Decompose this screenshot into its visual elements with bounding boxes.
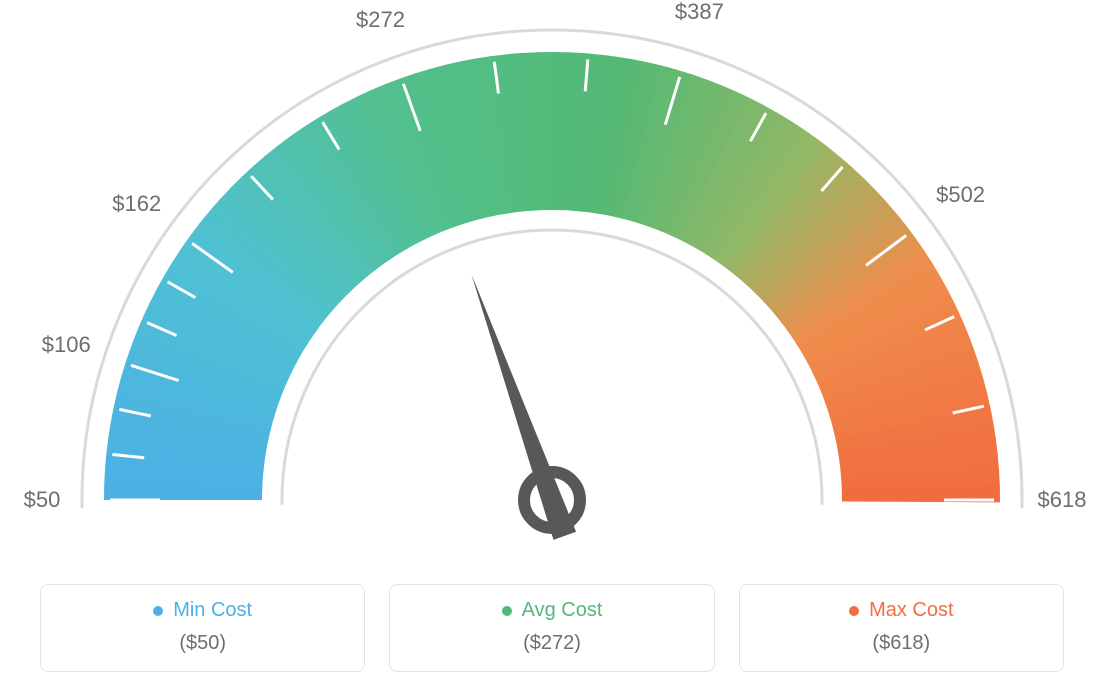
legend-dot-min [153, 606, 163, 616]
gauge-tick-label: $50 [24, 487, 61, 513]
legend-label-min: Min Cost [173, 599, 252, 622]
legend-card-avg: Avg Cost ($272) [389, 584, 714, 672]
gauge-svg [0, 0, 1104, 560]
legend-row: Min Cost ($50) Avg Cost ($272) Max Cost … [0, 584, 1104, 672]
legend-title-avg: Avg Cost [502, 599, 603, 622]
legend-label-avg: Avg Cost [522, 599, 603, 622]
legend-value-avg: ($272) [390, 632, 713, 655]
legend-value-min: ($50) [41, 632, 364, 655]
gauge-tick-label: $387 [675, 0, 724, 25]
legend-title-min: Min Cost [153, 599, 252, 622]
gauge-tick-label: $618 [1038, 487, 1087, 513]
gauge-tick-label: $502 [936, 182, 985, 208]
legend-card-max: Max Cost ($618) [739, 584, 1064, 672]
gauge-chart: $50 $106 $162 $272 $387 $502 $618 [0, 0, 1104, 560]
legend-label-max: Max Cost [869, 599, 953, 622]
legend-dot-avg [502, 606, 512, 616]
legend-card-min: Min Cost ($50) [40, 584, 365, 672]
gauge-tick-label: $106 [42, 332, 91, 358]
gauge-tick-label: $272 [356, 7, 405, 33]
legend-value-max: ($618) [740, 632, 1063, 655]
legend-title-max: Max Cost [849, 599, 953, 622]
legend-dot-max [849, 606, 859, 616]
gauge-tick-label: $162 [112, 191, 161, 217]
